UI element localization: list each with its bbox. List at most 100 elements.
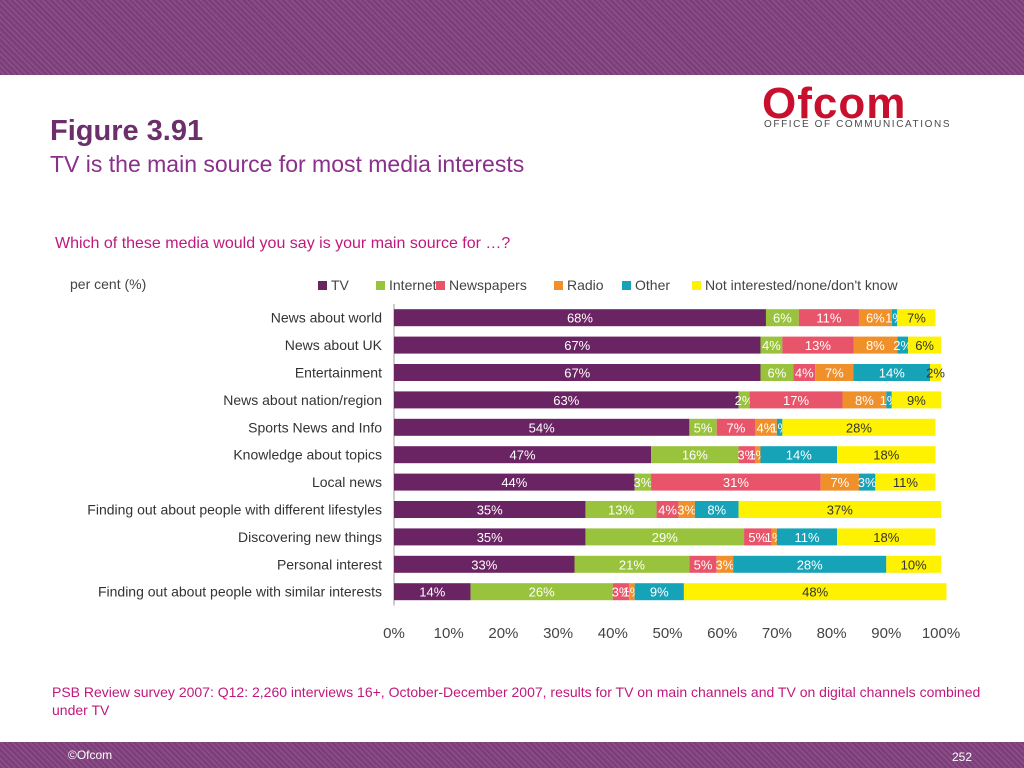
bar-9-0 bbox=[394, 555, 575, 573]
legend-label-1: Internet bbox=[389, 277, 437, 293]
data-label-10-5: 48% bbox=[802, 585, 828, 600]
bar-8-4 bbox=[776, 528, 838, 546]
data-label-9-0: 33% bbox=[471, 557, 497, 572]
data-label-0-1: 6% bbox=[773, 311, 792, 326]
bar-1-4 bbox=[897, 336, 909, 354]
legend-label-2: Newspapers bbox=[449, 277, 527, 293]
data-label-8-2: 5% bbox=[748, 530, 767, 545]
data-label-7-5: 37% bbox=[827, 503, 853, 518]
bar-2-0 bbox=[394, 364, 761, 381]
data-label-8-1: 29% bbox=[652, 530, 678, 545]
data-label-3-0: 63% bbox=[553, 393, 579, 408]
data-label-2-4: 14% bbox=[879, 366, 905, 381]
category-label-10: Finding out about people with similar in… bbox=[98, 584, 382, 600]
data-label-9-5: 10% bbox=[901, 557, 927, 572]
bar-2-2 bbox=[793, 364, 816, 381]
legend-label-5: Not interested/none/don't know bbox=[705, 277, 898, 293]
category-label-6: Local news bbox=[312, 474, 382, 490]
data-label-4-3: 4% bbox=[757, 420, 776, 435]
data-label-0-0: 68% bbox=[567, 311, 593, 326]
data-label-0-2: 11% bbox=[816, 311, 841, 326]
data-label-1-5: 6% bbox=[915, 338, 934, 353]
data-label-1-0: 67% bbox=[564, 338, 590, 353]
x-tick-label-1: 10% bbox=[434, 625, 464, 642]
data-label-1-4: 2% bbox=[893, 338, 912, 353]
bar-5-1 bbox=[651, 446, 739, 464]
bar-0-4 bbox=[891, 309, 898, 327]
top-banner bbox=[0, 0, 1024, 75]
data-label-5-1: 16% bbox=[682, 448, 708, 463]
data-label-4-0: 54% bbox=[529, 420, 555, 435]
legend-swatch-2 bbox=[436, 281, 445, 290]
data-label-10-4: 9% bbox=[650, 585, 669, 600]
stacked-bar-chart: per cent (%) TV Internet Newspapers Radio Oth… bbox=[70, 276, 960, 642]
data-label-6-1: 3% bbox=[633, 475, 652, 490]
data-label-5-2: 3% bbox=[737, 448, 756, 463]
bar-6-3 bbox=[820, 473, 859, 491]
bar-9-2 bbox=[689, 555, 717, 573]
figure-subtitle: TV is the main source for most media int… bbox=[50, 151, 525, 177]
bar-6-1 bbox=[634, 473, 652, 491]
data-label-4-1: 5% bbox=[694, 420, 713, 435]
x-tick-label-4: 40% bbox=[598, 625, 628, 642]
data-label-9-1: 21% bbox=[619, 557, 645, 572]
bar-8-1 bbox=[585, 528, 745, 546]
bar-9-1 bbox=[574, 555, 690, 573]
data-label-9-2: 5% bbox=[694, 557, 713, 572]
data-label-4-5: 28% bbox=[846, 420, 872, 435]
legend-label-3: Radio bbox=[567, 277, 604, 293]
bar-7-0 bbox=[394, 501, 586, 518]
legend-swatch-1 bbox=[376, 281, 385, 290]
bar-3-5 bbox=[891, 391, 941, 409]
bar-0-2 bbox=[798, 309, 859, 327]
data-label-6-2: 31% bbox=[723, 475, 749, 490]
data-label-0-5: 7% bbox=[907, 311, 926, 326]
bar-4-5 bbox=[782, 418, 936, 436]
data-label-3-3: 8% bbox=[855, 393, 874, 408]
data-label-10-0: 14% bbox=[419, 585, 445, 600]
bar-9-3 bbox=[716, 555, 734, 573]
data-label-1-2: 13% bbox=[805, 338, 831, 353]
data-label-2-3: 7% bbox=[825, 366, 844, 381]
data-label-8-5: 18% bbox=[873, 530, 899, 545]
data-label-1-1: 4% bbox=[762, 338, 781, 353]
data-label-5-4: 14% bbox=[786, 448, 812, 463]
legend-swatch-4 bbox=[622, 281, 631, 290]
legend-swatch-0 bbox=[318, 281, 327, 290]
bar-5-4 bbox=[760, 446, 838, 464]
data-label-6-5: 11% bbox=[893, 475, 918, 490]
category-label-9: Personal interest bbox=[277, 556, 382, 572]
data-label-8-4: 11% bbox=[794, 530, 819, 545]
logo-tagline: OFFICE OF COMMUNICATIONS bbox=[764, 119, 952, 130]
x-tick-label-6: 60% bbox=[707, 625, 737, 642]
bar-2-5 bbox=[930, 364, 941, 381]
figure-label: Figure 3.91 bbox=[50, 115, 204, 147]
bar-5-3 bbox=[755, 446, 761, 464]
data-label-0-3: 6% bbox=[866, 311, 885, 326]
data-label-10-2: 3% bbox=[612, 585, 631, 600]
data-label-5-0: 47% bbox=[510, 448, 536, 463]
category-label-3: News about nation/region bbox=[223, 392, 382, 408]
category-label-7: Finding out about people with different … bbox=[87, 502, 382, 518]
survey-question: Which of these media would you say is yo… bbox=[55, 235, 511, 252]
category-label-8: Discovering new things bbox=[238, 529, 382, 545]
legend-swatch-5 bbox=[692, 281, 701, 290]
bar-3-3 bbox=[842, 391, 887, 409]
bar-0-5 bbox=[897, 309, 936, 327]
data-label-6-3: 7% bbox=[830, 475, 849, 490]
bar-6-0 bbox=[394, 473, 635, 491]
bar-3-4 bbox=[886, 391, 892, 409]
data-label-2-2: 4% bbox=[795, 366, 814, 381]
logo-wordmark: Ofcom bbox=[762, 79, 907, 128]
data-label-2-5: 2% bbox=[926, 366, 945, 381]
legend-swatch-3 bbox=[554, 281, 563, 290]
bar-0-3 bbox=[858, 309, 892, 327]
bar-10-1 bbox=[470, 583, 613, 601]
bar-4-1 bbox=[689, 418, 717, 436]
bar-3-0 bbox=[394, 391, 739, 409]
data-label-3-1: 2% bbox=[735, 393, 754, 408]
bar-2-1 bbox=[760, 364, 794, 381]
bar-7-1 bbox=[585, 501, 657, 518]
data-label-10-1: 26% bbox=[529, 585, 555, 600]
bar-4-2 bbox=[716, 418, 756, 436]
